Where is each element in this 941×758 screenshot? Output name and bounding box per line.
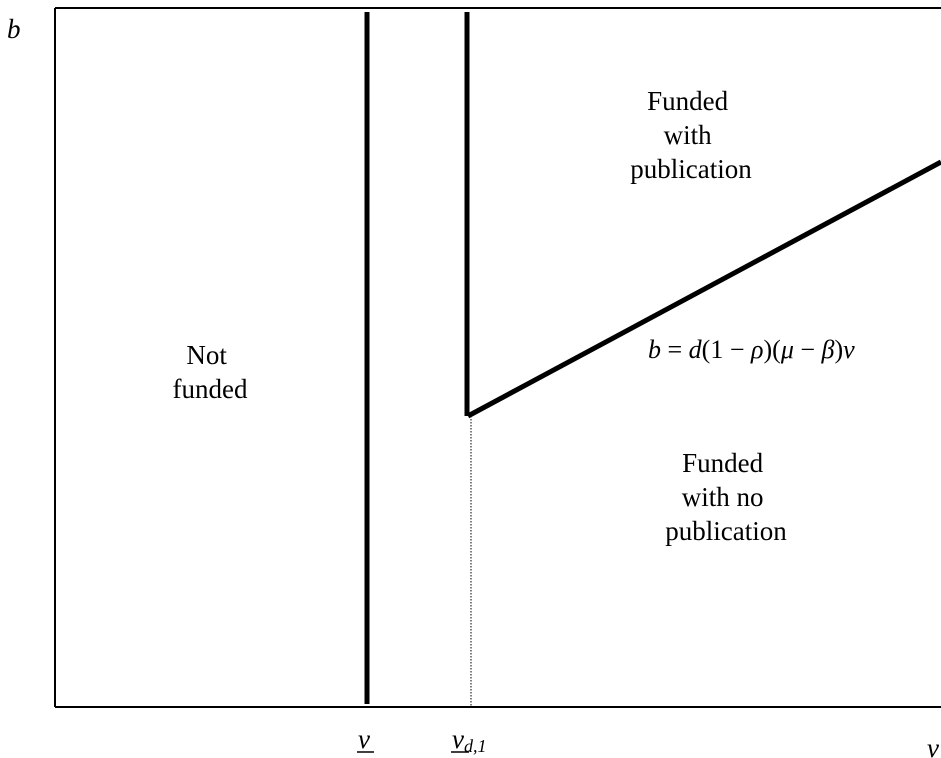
tick-label-v-d1: vd,1	[452, 724, 486, 756]
eq-one-minus: (1 −	[702, 335, 751, 364]
region-funded-with-publication-line-3: publication	[630, 154, 752, 184]
tick-label-v-d1-main: v	[452, 724, 464, 754]
eq-mu: μ	[780, 335, 794, 364]
eq-v: v	[843, 335, 855, 364]
boundary-line	[466, 159, 941, 419]
tick-label-v-d1-subscript: d,1	[464, 736, 487, 756]
region-funded-with-publication-line-2: with	[664, 120, 713, 150]
eq-minus: −	[794, 335, 822, 364]
region-funded-with-publication: Funded with publication	[630, 86, 752, 184]
region-not-funded-line-1: Not	[186, 340, 227, 370]
region-funded-no-publication-line-3: publication	[665, 516, 787, 546]
eq-d: d	[689, 335, 703, 364]
tick-label-v-lower: v	[358, 724, 370, 754]
eq-lhs-b: b	[648, 335, 661, 364]
region-not-funded-line-2: funded	[173, 374, 248, 404]
eq-close-open: )(	[763, 335, 780, 364]
y-axis-label: b	[7, 14, 21, 44]
x-axis-label: v	[927, 733, 939, 758]
region-funded-with-publication-line-1: Funded	[647, 86, 729, 116]
region-not-funded: Not funded	[173, 340, 248, 404]
boundary-equation: b = d(1 − ρ)(μ − β)v	[648, 335, 855, 364]
region-funded-no-publication: Funded with no publication	[665, 448, 787, 546]
eq-close: )	[835, 335, 844, 364]
eq-beta: β	[821, 335, 835, 364]
eq-equals: =	[661, 335, 689, 364]
region-funded-no-publication-line-1: Funded	[682, 448, 764, 478]
region-funded-no-publication-line-2: with no	[682, 482, 764, 512]
eq-rho: ρ	[750, 335, 763, 364]
